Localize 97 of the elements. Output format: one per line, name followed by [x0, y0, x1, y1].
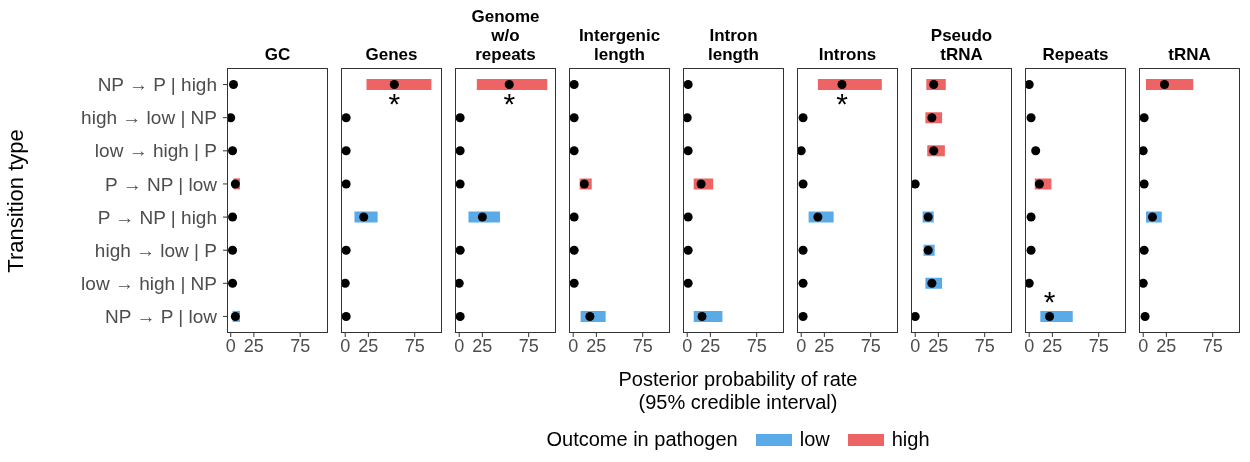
point [1030, 146, 1040, 156]
chart-title: Intergenic length [578, 26, 661, 64]
point [683, 212, 693, 222]
y-tick-label: low → high | P [94, 140, 217, 162]
x-tick-label: 0 [795, 335, 806, 356]
y-tick-label: NP → P | low [105, 306, 218, 328]
legend-title: Outcome in pathogen [546, 428, 738, 451]
annotation: * [1043, 285, 1056, 319]
point [683, 113, 692, 123]
point [341, 146, 351, 156]
x-axis-title: Posterior probability of rate (95% credible interval) [617, 368, 859, 414]
x-tick-label: 0 [681, 335, 692, 356]
point [911, 311, 920, 321]
x-tick-label: 25 [357, 335, 378, 356]
x-tick-label: 0 [453, 335, 464, 356]
point [455, 311, 465, 321]
x-tick-label: 0 [225, 335, 236, 356]
point [836, 80, 846, 90]
chart-title: Repeats [1042, 45, 1109, 64]
point [798, 278, 808, 288]
x-tick-label: 75 [974, 335, 995, 356]
point [683, 80, 693, 90]
x-tick-label: 0 [339, 335, 350, 356]
chart-title: Intron length [708, 26, 759, 64]
point [1159, 80, 1169, 90]
point [455, 278, 464, 288]
point [683, 146, 693, 156]
x-tick-label: 0 [567, 335, 578, 356]
point [504, 80, 514, 90]
point [798, 113, 808, 123]
x-tick-label: 75 [860, 335, 881, 356]
point [1026, 212, 1036, 222]
point [1139, 179, 1149, 189]
x-tick-label: 75 [290, 335, 311, 356]
x-tick-label: 25 [1041, 335, 1062, 356]
y-tick-label: high → low | P [94, 239, 217, 261]
x-tick-label: 25 [471, 335, 492, 356]
x-tick-label: 0 [1023, 335, 1034, 356]
point [389, 80, 399, 90]
point [1025, 80, 1034, 90]
x-tick-label: 0 [909, 335, 920, 356]
point [798, 179, 808, 189]
point [1139, 146, 1148, 156]
x-tick-label: 75 [1202, 335, 1223, 356]
y-tick-label: P → NP | low [105, 173, 218, 195]
point [697, 311, 707, 321]
x-tick-label: 0 [1137, 335, 1148, 356]
point [1026, 113, 1036, 123]
legend-label: high [891, 428, 930, 451]
x-tick-label: 25 [1155, 335, 1176, 356]
point [683, 278, 693, 288]
point [455, 245, 465, 255]
y-tick-label: P → NP | high [97, 206, 217, 228]
x-tick-label: 25 [699, 335, 720, 356]
point [341, 245, 351, 255]
y-tick-label: high → low | NP [81, 107, 217, 129]
point [797, 146, 806, 156]
point [911, 179, 920, 189]
point [798, 311, 808, 321]
y-tick-label: low → high | NP [81, 272, 217, 294]
annotation: * [502, 86, 515, 120]
y-tick-label: NP → P | high [97, 74, 217, 96]
point [341, 278, 350, 288]
x-tick-label: 25 [927, 335, 948, 356]
chart-title: Introns [818, 45, 877, 64]
x-tick-label: 75 [404, 335, 425, 356]
x-tick-label: 25 [243, 335, 264, 356]
point [455, 113, 465, 123]
x-tick-label: 75 [518, 335, 539, 356]
point [1025, 278, 1034, 288]
point [455, 179, 465, 189]
chart-title: Genes [365, 45, 418, 64]
point [1026, 245, 1036, 255]
chart-title: Pseudo tRNA [930, 26, 993, 64]
point [798, 245, 808, 255]
point [1139, 278, 1148, 288]
point [1044, 311, 1054, 321]
x-tick-label: 25 [813, 335, 834, 356]
chart-title: tRNA [1168, 45, 1211, 64]
chart-title: Genome w/o repeats [471, 7, 540, 64]
point [341, 179, 351, 189]
point [341, 113, 351, 123]
legend-label: low [799, 428, 830, 451]
y-axis-title: Transition type [3, 128, 29, 273]
annotation: * [835, 86, 848, 120]
annotation: * [387, 86, 400, 120]
chart-title: GC [264, 45, 291, 64]
x-tick-label: 75 [1088, 335, 1109, 356]
x-tick-label: 25 [585, 335, 606, 356]
point [683, 245, 693, 255]
point [1139, 113, 1149, 123]
x-tick-label: 75 [746, 335, 767, 356]
point [341, 311, 351, 321]
point [455, 146, 465, 156]
point [1140, 311, 1150, 321]
point [1139, 245, 1149, 255]
x-tick-label: 75 [632, 335, 653, 356]
